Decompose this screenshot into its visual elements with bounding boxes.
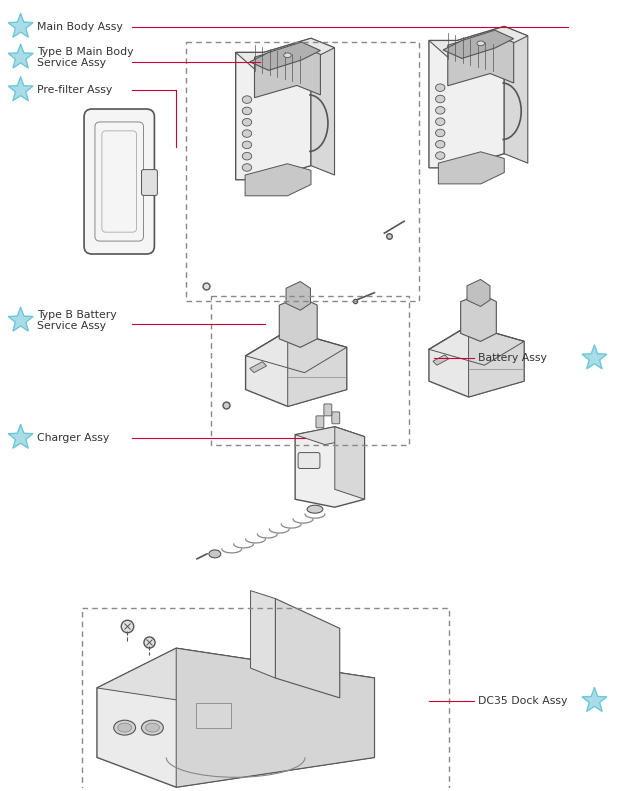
Polygon shape <box>245 331 347 407</box>
Polygon shape <box>97 648 374 717</box>
Polygon shape <box>429 26 504 168</box>
Text: Charger Assy: Charger Assy <box>37 433 110 443</box>
Polygon shape <box>582 346 607 369</box>
Polygon shape <box>176 648 374 787</box>
Polygon shape <box>286 282 310 310</box>
Polygon shape <box>250 361 266 373</box>
Bar <box>196 703 231 728</box>
FancyBboxPatch shape <box>142 169 157 195</box>
Polygon shape <box>236 38 311 180</box>
Ellipse shape <box>242 107 252 115</box>
Text: Main Body Assy: Main Body Assy <box>37 21 123 32</box>
Polygon shape <box>438 152 504 184</box>
FancyBboxPatch shape <box>298 452 320 468</box>
Polygon shape <box>469 325 524 397</box>
Ellipse shape <box>477 41 484 46</box>
Polygon shape <box>311 38 335 175</box>
Polygon shape <box>461 293 496 342</box>
Ellipse shape <box>242 164 252 172</box>
Ellipse shape <box>435 95 445 103</box>
Bar <box>82 608 449 791</box>
Text: Battery Assy: Battery Assy <box>479 354 547 363</box>
Ellipse shape <box>209 550 221 558</box>
Ellipse shape <box>114 720 135 735</box>
Polygon shape <box>295 427 365 507</box>
Polygon shape <box>279 297 317 347</box>
Polygon shape <box>8 78 33 100</box>
Polygon shape <box>250 42 320 70</box>
Polygon shape <box>8 13 33 37</box>
Text: DC35 Dock Assy: DC35 Dock Assy <box>479 696 568 706</box>
Polygon shape <box>236 38 335 74</box>
FancyBboxPatch shape <box>324 404 332 416</box>
Polygon shape <box>97 648 374 787</box>
Polygon shape <box>8 44 33 68</box>
Text: Type B Main Body
Service Assy: Type B Main Body Service Assy <box>37 47 134 68</box>
Polygon shape <box>295 427 365 445</box>
Ellipse shape <box>435 84 445 92</box>
Text: Pre-filter Assy: Pre-filter Assy <box>37 85 113 95</box>
Ellipse shape <box>242 130 252 138</box>
Ellipse shape <box>435 118 445 126</box>
Polygon shape <box>429 325 524 397</box>
Ellipse shape <box>435 152 445 159</box>
Ellipse shape <box>118 723 132 732</box>
Ellipse shape <box>242 153 252 160</box>
Ellipse shape <box>307 505 323 513</box>
Polygon shape <box>335 427 365 499</box>
Polygon shape <box>467 279 490 306</box>
Polygon shape <box>250 591 275 678</box>
Polygon shape <box>275 599 340 698</box>
FancyBboxPatch shape <box>84 109 155 254</box>
Polygon shape <box>245 164 311 196</box>
Ellipse shape <box>242 141 252 149</box>
Polygon shape <box>504 26 528 163</box>
Bar <box>186 43 419 301</box>
FancyBboxPatch shape <box>316 416 324 428</box>
Text: Type B Battery
Service Assy: Type B Battery Service Assy <box>37 310 117 331</box>
Ellipse shape <box>142 720 163 735</box>
Ellipse shape <box>242 96 252 104</box>
Ellipse shape <box>284 53 291 58</box>
Polygon shape <box>8 425 33 448</box>
Bar <box>211 296 409 445</box>
Ellipse shape <box>435 141 445 148</box>
Polygon shape <box>288 331 347 407</box>
Polygon shape <box>255 45 320 98</box>
Ellipse shape <box>242 119 252 126</box>
Polygon shape <box>582 688 607 711</box>
Polygon shape <box>429 26 528 61</box>
Polygon shape <box>443 30 514 59</box>
FancyBboxPatch shape <box>332 412 340 424</box>
Ellipse shape <box>435 129 445 137</box>
Polygon shape <box>8 308 33 331</box>
Polygon shape <box>433 355 449 365</box>
Ellipse shape <box>145 723 160 732</box>
Polygon shape <box>448 33 514 85</box>
Ellipse shape <box>435 107 445 114</box>
